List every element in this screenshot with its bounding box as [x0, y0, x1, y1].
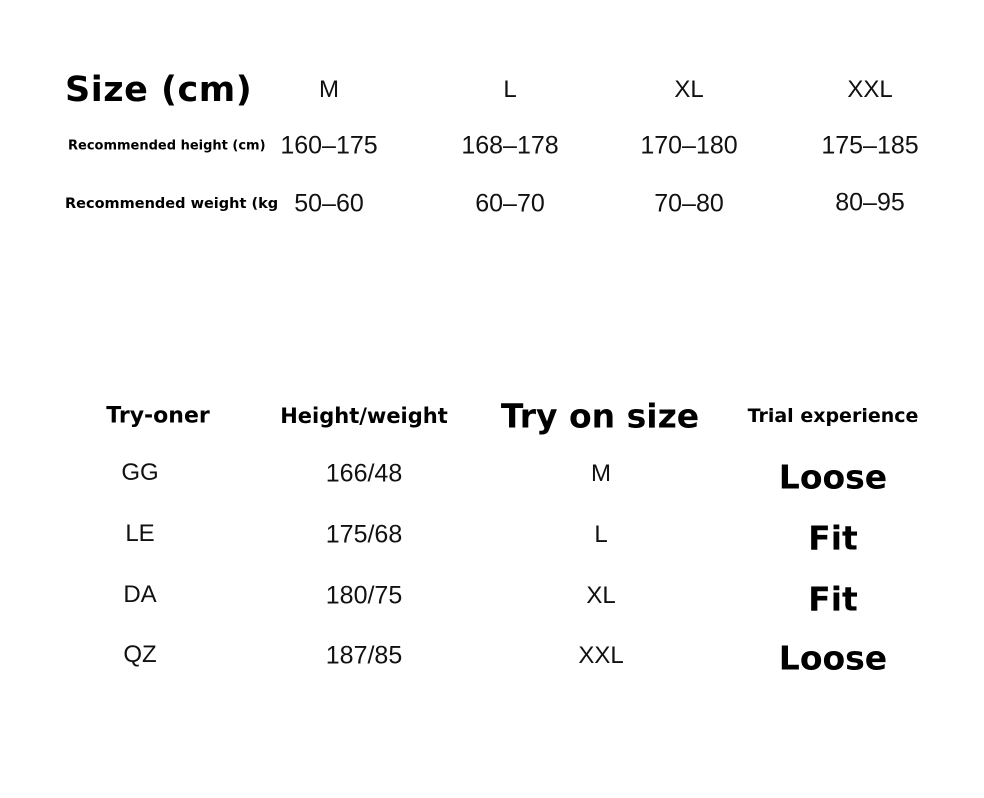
height-weight-cell: 166/48	[325, 459, 403, 488]
experience-cell: Loose	[778, 638, 888, 678]
size-cell: XL	[586, 582, 616, 609]
height-cell: 175–185	[821, 131, 919, 160]
height-weight-cell: 187/85	[325, 641, 403, 670]
column-header-trial-experience: Trial experience	[747, 405, 919, 427]
height-cell: 160–175	[280, 131, 378, 160]
column-header-try-oner: Try-oner	[106, 403, 210, 429]
weight-cell: 50–60	[294, 189, 364, 218]
weight-cell: 60–70	[475, 189, 545, 218]
try-oner-cell: GG	[121, 459, 159, 486]
size-column-header: M	[319, 76, 339, 103]
height-weight-cell: 175/68	[325, 520, 403, 549]
try-oner-cell: LE	[125, 520, 155, 547]
size-header-label: Size (cm)	[65, 70, 253, 110]
row-label-weight: Recommended weight (kg	[65, 196, 279, 212]
size-column-header: XL	[674, 76, 704, 103]
column-header-height-weight: Height/weight	[280, 404, 448, 428]
size-column-header: L	[503, 76, 517, 103]
size-cell: M	[591, 460, 611, 487]
experience-cell: Fit	[808, 518, 858, 558]
height-weight-cell: 180/75	[325, 581, 403, 610]
size-cell: XXL	[578, 642, 624, 669]
experience-cell: Loose	[778, 457, 888, 497]
size-column-header: XXL	[847, 76, 893, 103]
height-cell: 170–180	[640, 131, 738, 160]
try-oner-cell: QZ	[123, 641, 157, 668]
experience-cell: Fit	[808, 579, 858, 619]
column-header-try-on-size: Try on size	[500, 396, 700, 436]
row-label-height: Recommended height (cm)	[68, 138, 266, 154]
weight-cell: 70–80	[654, 189, 724, 218]
weight-cell: 80–95	[835, 188, 905, 217]
size-cell: L	[594, 521, 608, 548]
height-cell: 168–178	[461, 131, 559, 160]
try-oner-cell: DA	[123, 581, 157, 608]
